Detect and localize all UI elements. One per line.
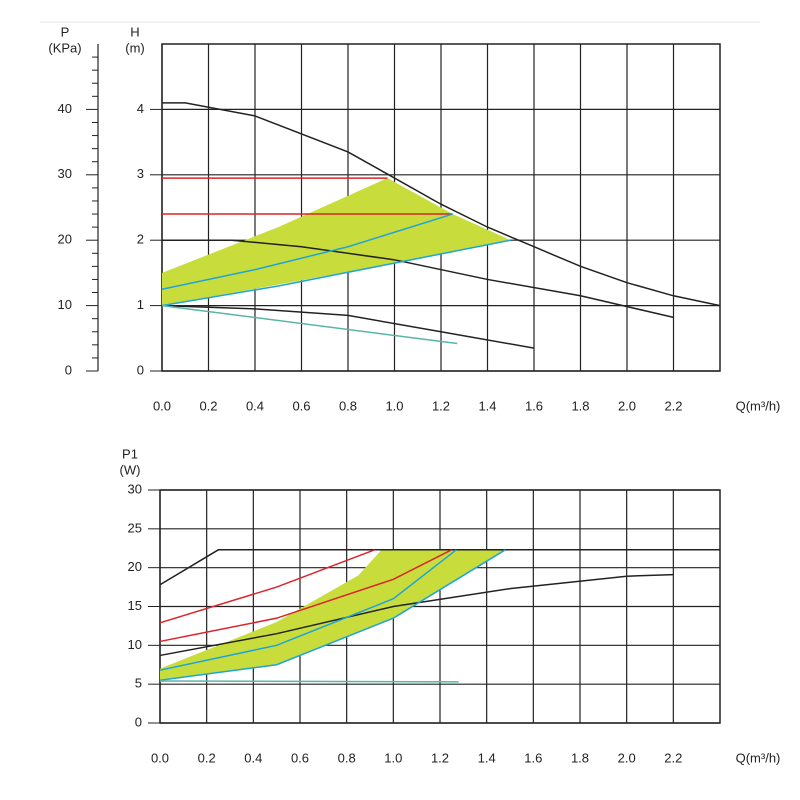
y2-tick-label: 20 [58,232,72,247]
x-tick-label: 0.8 [338,750,356,765]
x-tick-label: 0.6 [291,750,309,765]
y2-tick-label: 30 [58,166,72,181]
x-tick-label: 0.4 [246,398,264,413]
curve [159,549,457,671]
plot-frame [159,489,721,724]
x-tick-label: 2.2 [664,750,682,765]
y-tick-label: 15 [128,598,142,613]
y-tick-label: 30 [128,481,142,496]
y-axis-label: P1 [122,446,138,461]
curve [159,549,375,624]
y-tick-label: 1 [137,297,144,312]
curve [162,102,721,307]
y2-axis-unit: (KPa) [48,40,81,55]
y-tick-label: 2 [137,232,144,247]
x-tick-label: 1.8 [571,750,589,765]
x-axis-label: Q(m³/h) [736,750,781,765]
y-tick-label: 0 [135,714,142,729]
x-tick-label: 0.0 [153,398,171,413]
curve [159,549,453,643]
curve [159,549,720,586]
x-tick-label: 1.6 [525,398,543,413]
curve [161,213,453,290]
curve [161,304,458,345]
y2-tick-label: 10 [58,297,72,312]
x-tick-label: 1.8 [571,398,589,413]
curve [159,549,506,682]
y-tick-label: 10 [128,637,142,652]
x-tick-label: 0.8 [339,398,357,413]
plot-frame [161,43,721,372]
curve [159,680,459,683]
y-axis-unit: (m) [125,40,145,55]
x-tick-label: 2.0 [618,398,636,413]
curve [162,239,674,319]
x-tick-label: 1.2 [432,398,450,413]
x-tick-label: 0.4 [244,750,262,765]
x-tick-label: 0.0 [151,750,169,765]
x-tick-label: 1.4 [478,398,496,413]
x-tick-label: 2.2 [664,398,682,413]
y-axis-label: H [130,24,139,39]
y2-tick-label: 40 [58,101,72,116]
y2-axis-label: P [61,24,70,39]
x-tick-label: 1.4 [478,750,496,765]
y2-tick-label: 0 [65,362,72,377]
x-tick-label: 0.6 [292,398,310,413]
y-tick-label: 0 [137,362,144,377]
x-tick-label: 1.2 [431,750,449,765]
x-tick-label: 2.0 [618,750,636,765]
y-tick-label: 25 [128,520,142,535]
x-tick-label: 0.2 [198,750,216,765]
x-axis-label: Q(m³/h) [736,398,781,413]
x-tick-label: 0.2 [199,398,217,413]
operating-area [160,549,506,681]
y-tick-label: 5 [135,676,142,691]
y-tick-label: 3 [137,166,144,181]
y-tick-label: 4 [137,101,144,116]
y-tick-label: 20 [128,559,142,574]
y-axis-unit: (W) [120,462,141,477]
operating-area [162,178,511,306]
curve [161,239,511,307]
x-tick-label: 1.6 [524,750,542,765]
x-tick-label: 1.0 [384,750,402,765]
x-tick-label: 1.0 [385,398,403,413]
curve [159,573,674,657]
curve [161,304,535,349]
